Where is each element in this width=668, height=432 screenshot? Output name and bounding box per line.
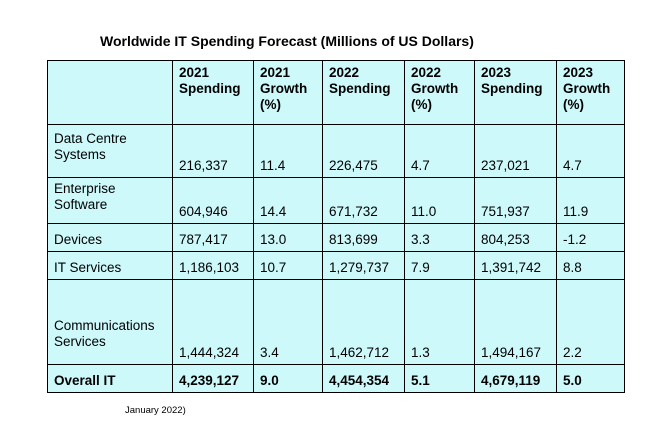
table-cell: 216,337 (172, 124, 254, 178)
table-row: Data Centre Systems 216,337 11.4 226,475 … (47, 124, 625, 178)
table-cell: 1.3 (404, 279, 475, 365)
table-row: Enterprise Software 604,946 14.4 671,732 … (47, 177, 625, 224)
table-cell: 671,732 (322, 177, 405, 224)
footnote: January 2022) (125, 405, 186, 416)
table-cell: 4.7 (404, 124, 475, 178)
table-cell: 226,475 (322, 124, 405, 178)
table-title: Worldwide IT Spending Forecast (Millions… (100, 33, 474, 49)
table-cell: 4,239,127 (172, 364, 254, 393)
row-label: Data Centre Systems (47, 124, 173, 178)
table-cell: 11.4 (253, 124, 323, 178)
table-cell: 4,454,354 (322, 364, 405, 393)
table-cell: 4.7 (556, 124, 625, 178)
total-row: Overall IT 4,239,127 9.0 4,454,354 5.1 4… (47, 364, 625, 393)
header-cell-2023-growth: 2023 Growth (%) (556, 60, 625, 125)
table-cell: 237,021 (474, 124, 557, 178)
table-cell: 787,417 (172, 223, 254, 252)
table-cell: 813,699 (322, 223, 405, 252)
header-row: 2021 Spending 2021 Growth (%) 2022 Spending … (47, 60, 625, 125)
table-row: Devices 787,417 13.0 813,699 3.3 804,253… (47, 223, 625, 252)
table-cell: -1.2 (556, 223, 625, 252)
table-cell: 804,253 (474, 223, 557, 252)
table-cell: 9.0 (253, 364, 323, 393)
table-cell: 14.4 (253, 177, 323, 224)
table-cell: 3.3 (404, 223, 475, 252)
header-cell-category (47, 60, 173, 125)
table-cell: 1,186,103 (172, 251, 254, 280)
table-cell: 1,494,167 (474, 279, 557, 365)
table-cell: 751,937 (474, 177, 557, 224)
table-row: IT Services 1,186,103 10.7 1,279,737 7.9… (47, 251, 625, 280)
table-cell: 2.2 (556, 279, 625, 365)
table-cell: 8.8 (556, 251, 625, 280)
table-cell: 5.0 (556, 364, 625, 393)
spending-forecast-table: 2021 Spending 2021 Growth (%) 2022 Spending … (47, 60, 625, 393)
table-cell: 1,391,742 (474, 251, 557, 280)
table-cell: 1,462,712 (322, 279, 405, 365)
header-cell-2021-spending: 2021 Spending (172, 60, 254, 125)
table-cell: 11.0 (404, 177, 475, 224)
row-label: Overall IT (47, 364, 173, 393)
header-cell-2023-spending: 2023 Spending (474, 60, 557, 125)
table-cell: 1,444,324 (172, 279, 254, 365)
header-cell-2022-spending: 2022 Spending (322, 60, 405, 125)
table-cell: 604,946 (172, 177, 254, 224)
header-cell-2021-growth: 2021 Growth (%) (253, 60, 323, 125)
row-label: Communications Services (47, 279, 173, 365)
row-label: Devices (47, 223, 173, 252)
table-cell: 7.9 (404, 251, 475, 280)
table-cell: 5.1 (404, 364, 475, 393)
table-cell: 10.7 (253, 251, 323, 280)
table-cell: 1,279,737 (322, 251, 405, 280)
header-cell-2022-growth: 2022 Growth (%) (404, 60, 475, 125)
table-cell: 11.9 (556, 177, 625, 224)
table-cell: 4,679,119 (474, 364, 557, 393)
row-label: Enterprise Software (47, 177, 173, 224)
table-row: Communications Services 1,444,324 3.4 1,4… (47, 279, 625, 365)
row-label: IT Services (47, 251, 173, 280)
table-cell: 13.0 (253, 223, 323, 252)
table-cell: 3.4 (253, 279, 323, 365)
